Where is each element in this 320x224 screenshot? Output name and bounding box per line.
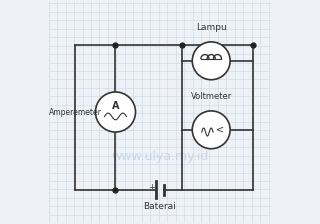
Circle shape [95, 92, 135, 132]
Circle shape [192, 111, 230, 149]
Text: Voltmeter: Voltmeter [191, 92, 232, 101]
Text: www.ulya.my.id: www.ulya.my.id [111, 150, 209, 163]
Text: <: < [216, 125, 224, 135]
Text: A: A [112, 101, 119, 111]
Text: Baterai: Baterai [144, 202, 176, 211]
Circle shape [192, 42, 230, 80]
Text: +: + [148, 183, 155, 192]
Text: Lampu: Lampu [196, 23, 227, 32]
Text: Amperemeter: Amperemeter [49, 108, 102, 116]
